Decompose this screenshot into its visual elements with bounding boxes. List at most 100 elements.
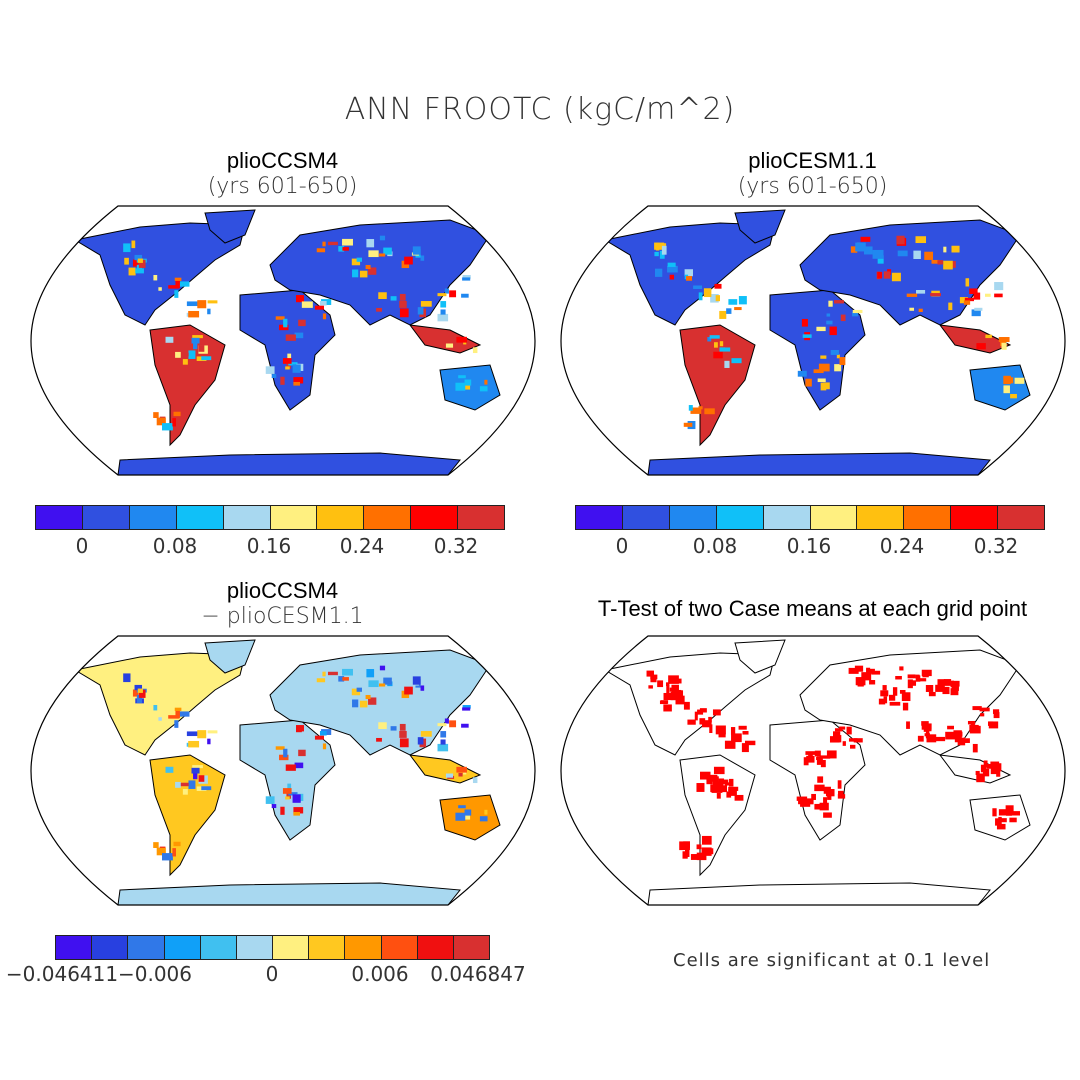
grid-cell (285, 796, 290, 800)
grid-cell (686, 276, 693, 281)
grid-cell (201, 356, 212, 361)
grid-cell (848, 738, 858, 742)
grid-cell (943, 260, 953, 270)
grid-cell (265, 366, 275, 374)
map-frame (30, 635, 536, 906)
grid-cell (965, 278, 970, 287)
grid-cell (937, 679, 945, 688)
grid-cell (959, 297, 969, 304)
grid-cell (996, 769, 1001, 777)
grid-cell (280, 806, 285, 815)
grid-cell (161, 853, 173, 861)
grid-cell (826, 750, 837, 759)
grid-cell (207, 730, 218, 734)
grid-cell (682, 851, 688, 859)
grid-cell (440, 739, 446, 745)
grid-cell (995, 818, 1000, 826)
colorbar1-label: 0.16 (246, 534, 292, 558)
grid-cell (985, 293, 991, 297)
grid-cell (650, 674, 658, 680)
grid-cell (710, 784, 717, 793)
grid-cell (136, 264, 142, 273)
grid-cell (718, 733, 726, 738)
grid-cell (880, 690, 889, 697)
grid-cell (417, 307, 424, 315)
grid-cell (741, 743, 749, 753)
grid-cell (1003, 393, 1011, 402)
grid-cell (839, 726, 846, 730)
grid-cell (899, 666, 904, 671)
grid-cell (283, 748, 288, 758)
colorbar-box-8 (951, 506, 999, 529)
grid-cell (688, 405, 693, 411)
grid-cell (675, 695, 685, 705)
grid-cell (365, 694, 371, 700)
grid-cell (655, 268, 663, 277)
colorbar-box-11 (453, 936, 490, 959)
grid-cell (484, 809, 488, 815)
grid-cell (378, 253, 386, 257)
grid-cell (718, 778, 725, 784)
grid-cell (896, 235, 905, 245)
grid-cell (796, 796, 808, 801)
grid-cell (700, 771, 711, 780)
grid-cell (366, 239, 375, 248)
grid-cell (322, 671, 326, 677)
land-australia (969, 364, 1031, 411)
grid-cell (951, 261, 956, 268)
grid-cell (852, 311, 859, 317)
grid-cell (293, 381, 300, 386)
grid-cell (713, 351, 723, 359)
grid-cell (714, 342, 718, 348)
panel1-title: plioCCSM4 (226, 148, 339, 173)
grid-cell (820, 355, 827, 359)
grid-cell (399, 738, 409, 748)
map-ttest (560, 635, 1066, 906)
grid-cell (484, 379, 488, 385)
grid-cell (892, 687, 898, 696)
grid-cell (724, 740, 736, 749)
colorbar1-label: 0.32 (433, 534, 479, 558)
grid-cell (368, 680, 379, 688)
grid-cell (671, 684, 679, 694)
grid-cell (901, 692, 911, 702)
grid-cell (464, 815, 471, 820)
grid-cell (383, 247, 392, 255)
grid-cell (379, 665, 386, 671)
grid-cell (863, 246, 873, 255)
grid-cell (338, 246, 345, 252)
land-seasia (938, 754, 1012, 784)
grid-cell (287, 353, 292, 361)
grid-cell (818, 363, 830, 372)
grid-cell (1003, 375, 1011, 385)
grid-cell (994, 282, 1004, 291)
grid-cell (663, 704, 672, 712)
grid-cell (883, 271, 891, 279)
grid-cell (182, 359, 188, 365)
grid-cell (366, 669, 375, 678)
colorbar-box-8 (345, 936, 382, 959)
grid-cell (188, 780, 196, 789)
grid-cell (866, 668, 875, 674)
colorbar-box-9 (458, 506, 505, 529)
grid-cell (708, 716, 712, 723)
grid-cell (714, 283, 722, 289)
grid-cell (404, 686, 413, 695)
grid-cell (319, 730, 327, 736)
grid-cell (462, 277, 471, 281)
grid-cell (461, 293, 469, 298)
grid-cell (1014, 377, 1025, 384)
grid-cell (994, 293, 1003, 298)
grid-cell (123, 243, 131, 253)
map-difference (30, 635, 536, 906)
grid-cell (726, 791, 732, 798)
grid-cell (193, 772, 198, 780)
grid-cell (437, 723, 447, 727)
colorbar-box-0 (36, 506, 83, 529)
grid-cell (723, 779, 729, 785)
grid-cell (950, 688, 959, 696)
grid-cell (817, 378, 826, 383)
grid-cell (458, 805, 466, 809)
grid-cell (153, 842, 159, 848)
grid-cell (128, 697, 136, 706)
